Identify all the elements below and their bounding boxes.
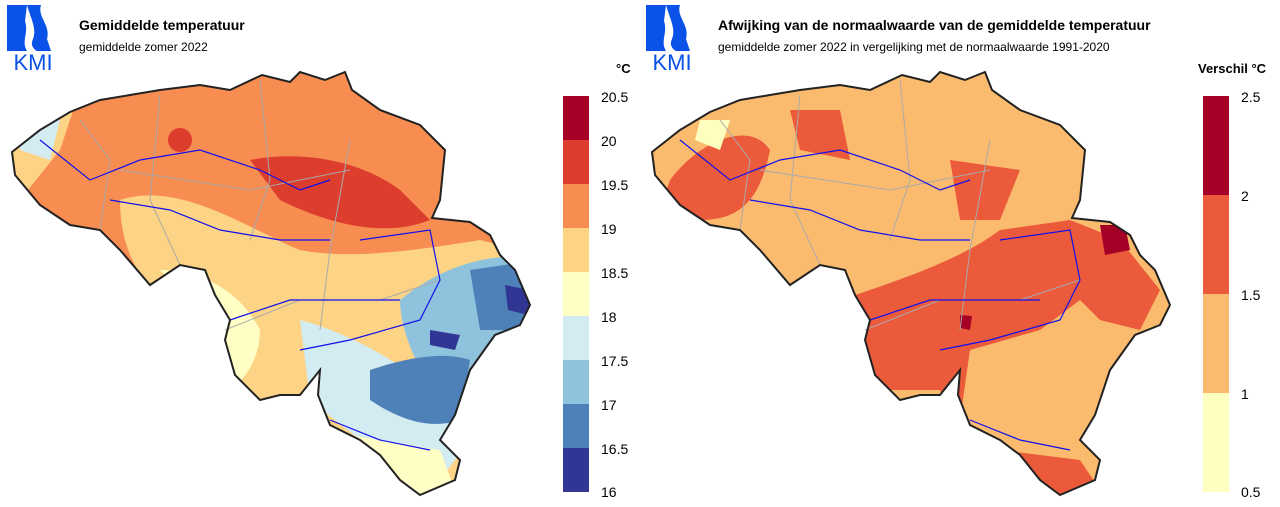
legend-band <box>563 360 589 404</box>
legend-label: 0.5 <box>1241 484 1261 500</box>
legend-band <box>1203 96 1229 195</box>
right-legend-colorbar <box>1203 96 1229 492</box>
left-temperature-map <box>11 71 531 496</box>
left-map-subtitle: gemiddelde zomer 2022 <box>79 40 208 54</box>
svg-text:KMI: KMI <box>13 50 52 71</box>
legend-label: 2 <box>1241 188 1249 204</box>
legend-label: 19.5 <box>601 177 629 193</box>
kmi-logo-right: KMI <box>646 5 698 75</box>
right-map-subtitle: gemiddelde zomer 2022 in vergelijking me… <box>718 40 1110 54</box>
legend-band <box>563 96 589 140</box>
legend-band <box>563 184 589 228</box>
legend-label: 17 <box>601 397 617 413</box>
legend-label: 19 <box>601 221 617 237</box>
legend-label: 1 <box>1241 386 1249 402</box>
right-legend-unit: Verschil °C <box>1198 61 1267 76</box>
legend-label: 17.5 <box>601 353 629 369</box>
legend-label: 20.5 <box>601 89 629 105</box>
svg-text:KMI: KMI <box>652 50 691 71</box>
legend-label: 16 <box>601 484 617 500</box>
left-legend-colorbar <box>563 96 589 492</box>
right-anomaly-map <box>651 71 1171 496</box>
legend-label: 2.5 <box>1241 89 1261 105</box>
left-legend-unit: °C <box>616 61 631 76</box>
legend-band <box>1203 294 1229 393</box>
left-map-title: Gemiddelde temperatuur <box>79 17 245 33</box>
legend-band <box>563 228 589 272</box>
legend-band <box>1203 393 1229 492</box>
legend-band <box>563 404 589 448</box>
right-map-title: Afwijking van de normaalwaarde van de ge… <box>718 17 1151 33</box>
legend-label: 16.5 <box>601 441 629 457</box>
legend-band <box>563 140 589 184</box>
legend-label: 1.5 <box>1241 287 1261 303</box>
legend-band <box>563 448 589 492</box>
legend-band <box>563 272 589 316</box>
legend-label: 20 <box>601 133 617 149</box>
legend-label: 18.5 <box>601 265 629 281</box>
legend-band <box>1203 195 1229 294</box>
legend-band <box>563 316 589 360</box>
kmi-logo-left: KMI <box>7 5 59 75</box>
legend-label: 18 <box>601 309 617 325</box>
